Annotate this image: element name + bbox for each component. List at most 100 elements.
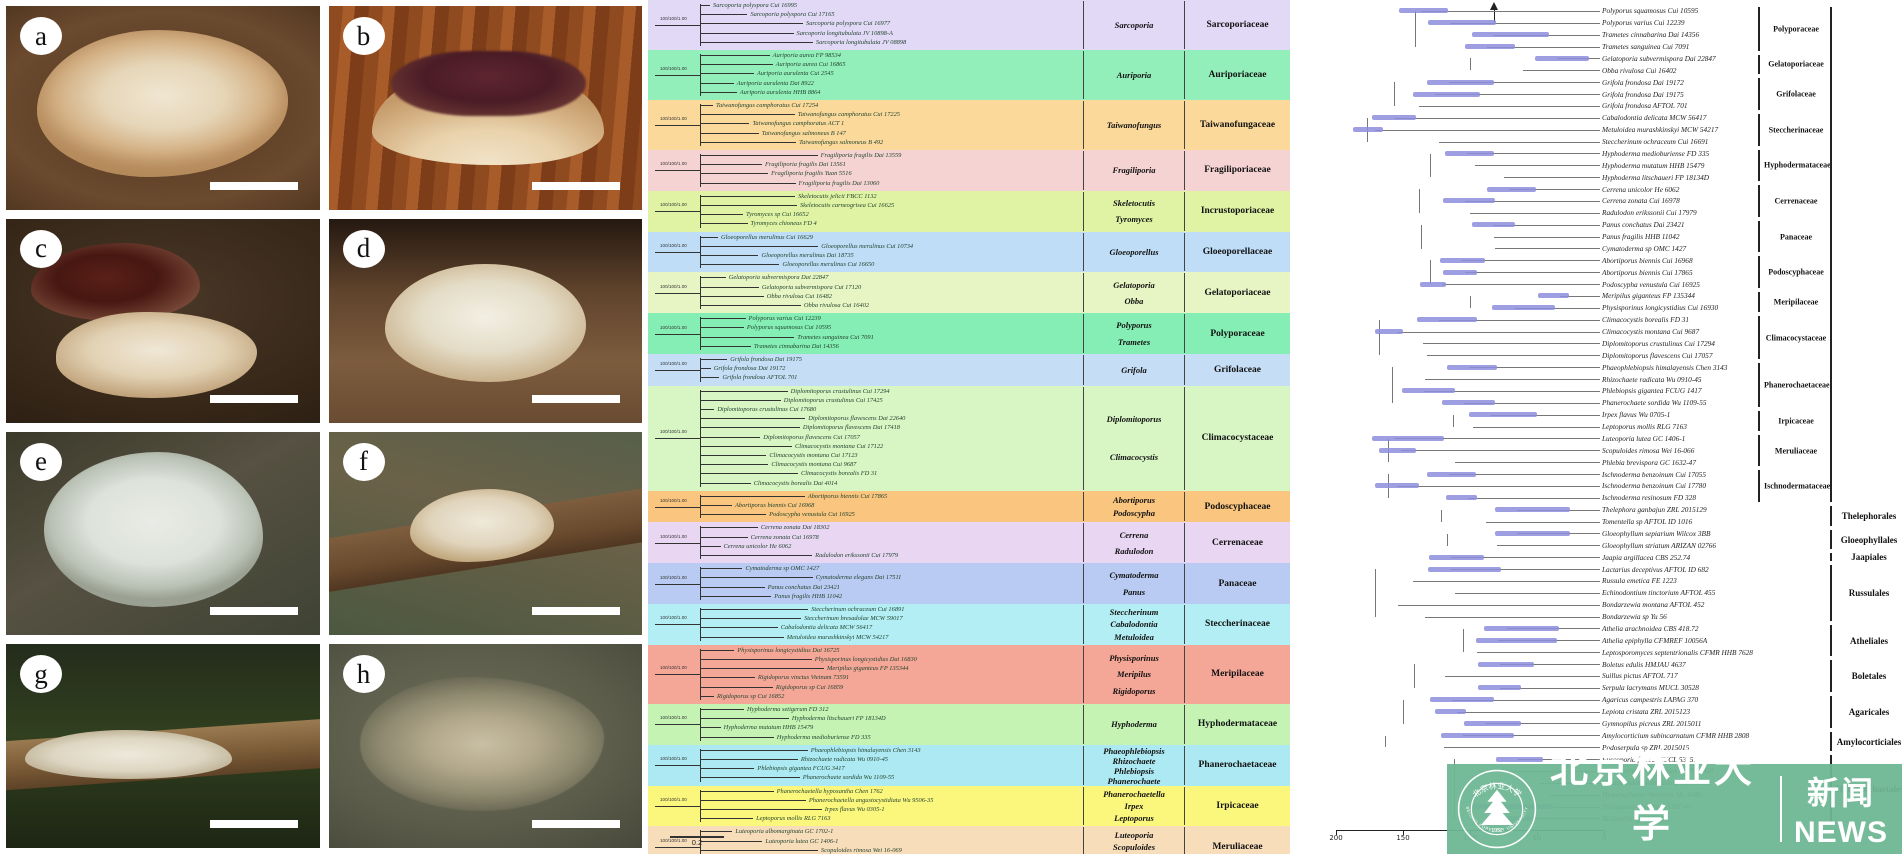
branch-line [1449, 82, 1600, 84]
family-column: Grifolaceae [1184, 354, 1290, 385]
family-label: Irpicaceae [1216, 800, 1259, 811]
branch-area [1330, 729, 1602, 741]
tip-label: Steccherinum ochraceum Cui 16891 [811, 606, 905, 614]
tip-row: Polyporus varius Cui 12239 [648, 314, 1083, 323]
genus-column: Abortiporus Podoscypha [1083, 491, 1184, 522]
tip-label: Climacocystis montana Cui 9687 [771, 461, 857, 469]
tip-column: 100/100/1.00 Luteoporia albomarginata GC … [648, 827, 1083, 854]
branch-line [1434, 94, 1600, 96]
tip-branch-line [700, 840, 763, 842]
tip-row: Phanerochaetella angustocystidiata Wu 95… [648, 796, 1083, 805]
order-bracket [1830, 565, 1832, 621]
tip-branch-line [700, 182, 796, 184]
tip-label: Skeletocutis carneogrisea Cui 16625 [799, 202, 895, 210]
tip-branch-line [700, 505, 732, 507]
tip-branch-line [700, 464, 769, 466]
node-age-bar [1427, 471, 1477, 477]
node-support-value: 100/100/1.00 [660, 574, 687, 580]
taxon-row: Grifola frondosa Dai 19175 [1330, 88, 1902, 100]
clade-connector [1470, 58, 1472, 71]
clade-connector [1429, 260, 1431, 285]
family-label: Steccherinaceae [1205, 619, 1270, 630]
branch-area [1330, 219, 1602, 231]
taxon-label: Hyphoderma mutatum HHB 15479 [1602, 160, 1705, 170]
branch-stub [655, 369, 700, 371]
tip-column: 100/100/1.00 Auriporia aurea FP 98534 Auri… [648, 51, 1083, 99]
tip-row: Auriporia aurea Cui 16865 [648, 60, 1083, 69]
node-age-bar [1446, 364, 1497, 370]
genus-label: Phaeophlebiopsis [1103, 745, 1165, 756]
taxon-label: Trametes cinnabarina Dai 14356 [1602, 30, 1700, 40]
taxon-label: Climacocystis montana Cui 9687 [1602, 327, 1700, 337]
taxon-row: Podoserpula sp ZRL 2015015 [1330, 741, 1902, 753]
taxon-label: Serpula lacrymans MUCL 30528 [1602, 683, 1699, 693]
family-bracket [1758, 7, 1760, 51]
taxon-row: Steccherinum ochraceum Cui 16691 [1330, 136, 1902, 148]
tip-row: Trametes sanguinea Cui 7091 [648, 333, 1083, 342]
tip-row: Climacocystis montana Cui 9687 [648, 460, 1083, 469]
branch-area [1330, 421, 1602, 433]
tip-label: Polyporus varius Cui 12239 [748, 315, 821, 323]
branch-area [1330, 409, 1602, 421]
clade-connector [700, 707, 701, 741]
tip-branch-line [700, 445, 793, 447]
tip-branch-line [700, 454, 767, 456]
node-support-value: 100/100/1.00 [660, 202, 687, 208]
taxon-row: Serpula lacrymans MUCL 30528 [1330, 682, 1902, 694]
taxon-row: Gloeophyllum sepiarium Wilcox 3BB [1330, 528, 1902, 540]
taxon-row: Cerrena zonata Cui 16978 [1330, 195, 1902, 207]
clade-connector [1413, 664, 1415, 689]
node-age-bar [1492, 305, 1556, 311]
branch-area [1330, 551, 1602, 563]
tip-row: Gloeoporellus merulinus Cui 16650 [648, 260, 1083, 269]
tip-label: Cymatoderma elegans Dai 17511 [815, 574, 902, 582]
node-support-value: 100/100/1.00 [660, 360, 687, 366]
tip-row: Metuloidea murashkinskyi MCW 54217 [648, 633, 1083, 642]
tip-column: 100/100/1.00 Cymatoderma sp OMC 1427 Cymat… [648, 564, 1083, 603]
tip-branch-line [700, 473, 798, 475]
taxon-row: Ischnoderma resinosum FD 328 [1330, 492, 1902, 504]
tip-column: 100/100/1.00 Phanerochaetella hypoxantha … [648, 787, 1083, 826]
node-age-bar [1464, 720, 1521, 726]
photo-scale-bar [532, 394, 620, 403]
photo-a: a [6, 6, 320, 210]
tip-label: Diplomitoporus flavescens Dai 22640 [808, 415, 906, 423]
tip-row: Cabalodontia delicata MCW 56417 [648, 623, 1083, 632]
family-band-cerrenaceae: 100/100/1.00 Cerrena zonata Dai 18302 Cerr… [648, 522, 1290, 564]
genus-label: Phlebiopsis [1113, 765, 1155, 776]
clade-connector [700, 4, 701, 46]
node-support-value: 100/100/1.00 [660, 283, 687, 289]
branch-area [1330, 100, 1602, 112]
branch-line [1424, 390, 1600, 392]
family-band-irpicaceae: 100/100/1.00 Phanerochaetella hypoxantha … [648, 785, 1290, 827]
family-column: Auriporiaceae [1184, 51, 1290, 99]
family-column: Meruliaceae [1184, 827, 1290, 854]
taxon-label: Echinodontium tinctorium AFTOL 455 [1602, 588, 1716, 598]
node-age-bar [1472, 222, 1516, 228]
genus-label: Luteoporia [1114, 829, 1154, 840]
branch-stub [655, 333, 700, 335]
branch-area [1330, 385, 1602, 397]
branch-area [1330, 326, 1602, 338]
branch-line [1418, 105, 1600, 107]
taxon-label: Athelia arachnoidea CBS 418.72 [1602, 623, 1699, 633]
taxon-row: Trametes cinnabarina Dai 14356 [1330, 29, 1902, 41]
branch-area [1330, 195, 1602, 207]
taxon-label: Leptoporus mollis RLG 7163 [1602, 422, 1687, 432]
family-label: Meruliaceae [1212, 841, 1263, 852]
branch-line [1486, 46, 1600, 48]
node-age-bar [1469, 412, 1538, 418]
node-age-bar [1534, 55, 1589, 61]
branch-area [1330, 243, 1602, 255]
tip-label: Gloeoporellus merulinus Cui 10734 [821, 242, 914, 250]
taxon-label: Cabalodontia delicata MCW 56417 [1602, 113, 1707, 123]
genus-label: Skeletocutis [1112, 198, 1156, 209]
branch-area [1330, 563, 1602, 575]
family-column: Climacocystaceae [1184, 386, 1290, 490]
tip-label: Cymatoderma sp OMC 1427 [745, 565, 820, 573]
branch-area [1330, 148, 1602, 160]
tip-row: Taiwanofungus salmoneus B 492 [648, 138, 1083, 147]
taxon-row: Grifola frondosa Dai 19172 [1330, 76, 1902, 88]
node-age-bar [1374, 329, 1403, 335]
clade-connector [700, 567, 701, 600]
